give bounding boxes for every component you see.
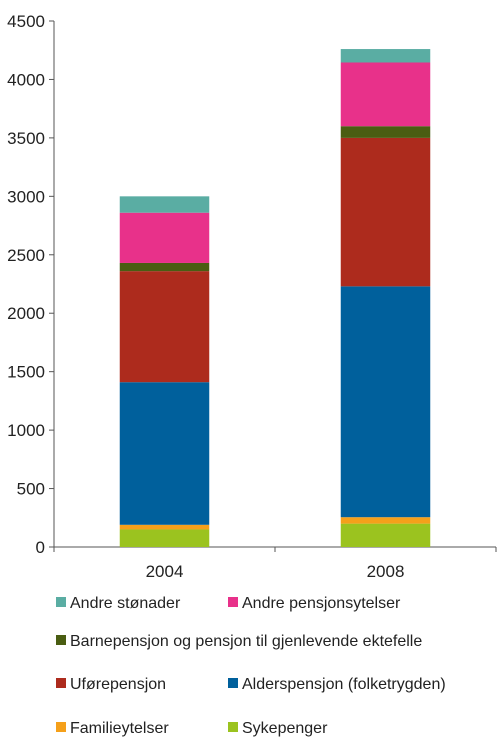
y-tick-label: 4500 [7, 12, 45, 31]
x-axis: 2004 2008 [53, 546, 497, 581]
y-tick-label: 2000 [7, 304, 45, 323]
legend-swatch [228, 722, 238, 732]
legend: Andre stønader Andre pensjonsytelser Barne… [56, 595, 446, 737]
legend-item: Barnepensjon og pensjon til gjenlevende … [56, 633, 422, 650]
legend-label: Andre pensjonsytelser [242, 595, 401, 612]
bar-segment [340, 126, 431, 138]
y-tick-label: 0 [36, 538, 45, 557]
bar-segment [340, 49, 431, 63]
legend-label: Familieytelser [70, 720, 169, 737]
legend-swatch [56, 597, 66, 607]
x-tick-label: 2008 [367, 562, 405, 581]
x-tick-label: 2004 [146, 562, 184, 581]
legend-label: Uførepensjon [70, 676, 166, 693]
y-tick-label: 4000 [7, 70, 45, 89]
legend-swatch [228, 597, 238, 607]
legend-label: Alderspensjon (folketrygden) [242, 676, 446, 693]
legend-item: Alderspensjon (folketrygden) [228, 676, 446, 693]
bar-segment [119, 271, 210, 383]
legend-label: Andre stønader [70, 595, 181, 612]
legend-swatch [56, 635, 66, 645]
y-tick-label: 2500 [7, 246, 45, 265]
bar-segment [340, 137, 431, 287]
bar-segment [119, 262, 210, 272]
legend-item: Sykepenger [228, 720, 328, 737]
legend-item: Uførepensjon [56, 676, 166, 693]
y-tick-label: 1500 [7, 363, 45, 382]
y-tick-label: 1000 [7, 421, 45, 440]
y-tick-label: 3500 [7, 129, 45, 148]
y-tick-label: 500 [17, 480, 45, 499]
bar-segment [340, 517, 431, 524]
bar-segment [119, 382, 210, 525]
legend-label: Barnepensjon og pensjon til gjenlevende … [70, 633, 422, 650]
bars [119, 49, 431, 547]
legend-item: Andre stønader [56, 595, 181, 612]
bar-segment [119, 524, 210, 530]
legend-swatch [228, 678, 238, 688]
y-axis: 0 500 1000 1500 2000 2500 3000 3500 4000 4500 [7, 12, 55, 557]
bar-segment [119, 196, 210, 213]
legend-label: Sykepenger [242, 720, 328, 737]
legend-item: Andre pensjonsytelser [228, 595, 401, 612]
bar-segment [340, 286, 431, 518]
legend-swatch [56, 722, 66, 732]
legend-item: Familieytelser [56, 720, 169, 737]
legend-swatch [56, 678, 66, 688]
y-tick-label: 3000 [7, 187, 45, 206]
bar-segment [119, 529, 210, 547]
bar-segment [340, 62, 431, 127]
bar-segment [340, 523, 431, 547]
bar-segment [119, 212, 210, 263]
